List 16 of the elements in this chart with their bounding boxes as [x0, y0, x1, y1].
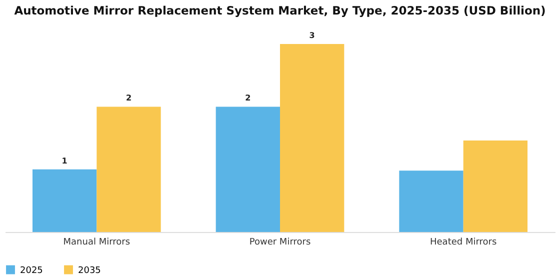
- data-label: 3: [309, 31, 315, 40]
- bar: [32, 169, 97, 232]
- x-tick-label: Manual Mirrors: [63, 238, 130, 248]
- bar: [216, 106, 280, 232]
- bar: [96, 106, 161, 232]
- data-label: 2: [245, 94, 251, 103]
- legend-label: 2035: [78, 266, 101, 276]
- legend-label: 2025: [20, 266, 43, 276]
- bar: [399, 170, 464, 232]
- chart-title: Automotive Mirror Replacement System Market, By Type, 2025-2035 (USD Billion): [14, 4, 546, 18]
- data-label: 1: [62, 156, 68, 166]
- x-tick-label: Heated Mirrors: [430, 238, 497, 248]
- x-tick-label: Power Mirrors: [249, 238, 311, 248]
- data-label: 2: [126, 94, 132, 103]
- bar: [280, 44, 344, 232]
- bar: [463, 140, 528, 232]
